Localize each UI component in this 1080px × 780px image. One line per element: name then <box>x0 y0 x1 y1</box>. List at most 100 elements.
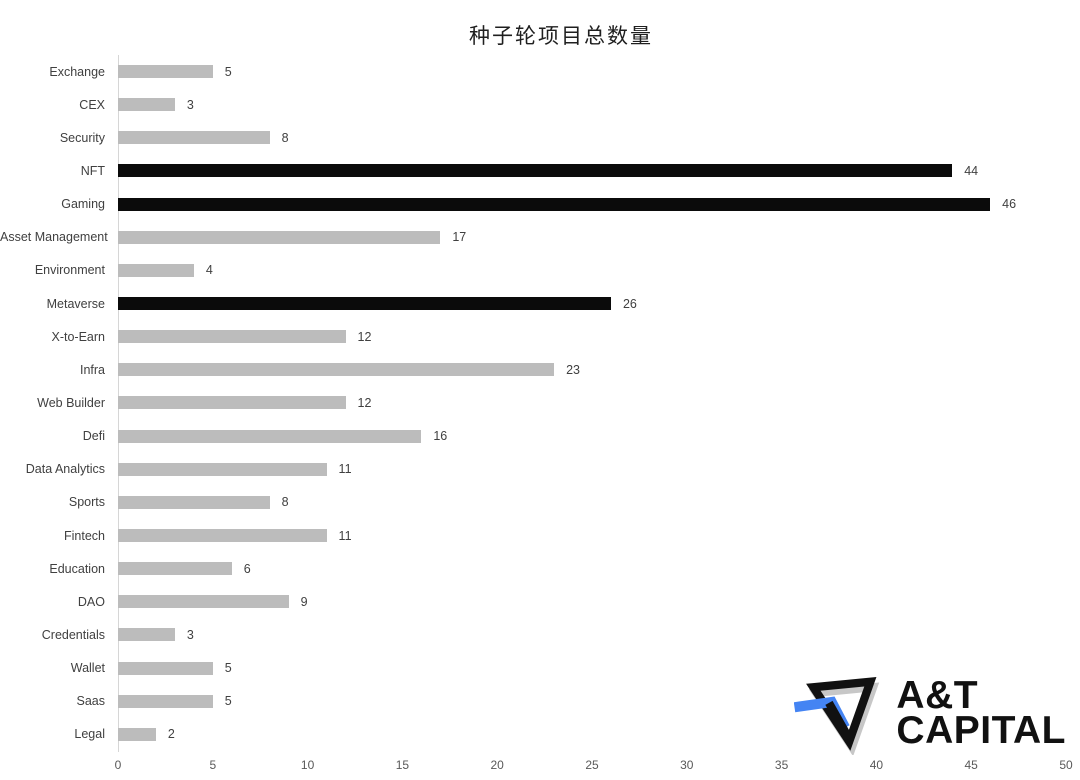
category-label: Sports <box>68 495 105 510</box>
bar-track: 17 <box>118 230 1066 245</box>
category-label: Legal <box>74 727 105 742</box>
category-label: Metaverse <box>46 296 105 311</box>
bar <box>118 628 175 642</box>
bar <box>118 98 175 112</box>
bar <box>118 230 441 244</box>
bar-track: 26 <box>118 296 1066 311</box>
bar-value-label: 3 <box>186 97 194 112</box>
bar-track: 11 <box>118 528 1066 543</box>
chart-row: Saas 5 <box>0 685 1080 718</box>
logo-triangle-icon <box>794 676 880 755</box>
bar-value-label: 12 <box>357 329 372 344</box>
bar-value-label: 9 <box>300 594 308 609</box>
x-tick-label: 25 <box>585 757 599 772</box>
bar-value-label: 12 <box>357 395 372 410</box>
bar <box>118 131 270 145</box>
category-label: Security <box>59 130 105 145</box>
category-label: Data Analytics <box>25 462 105 477</box>
bar <box>118 562 232 576</box>
x-axis: 0 5 10 15 20 25 30 35 40 45 50 <box>114 757 1073 778</box>
chart-row: Web Builder 12 <box>0 386 1080 419</box>
bar-track: 5 <box>118 661 1066 676</box>
bar-track: 46 <box>118 197 1066 212</box>
bar-track: 4 <box>118 263 1066 278</box>
bar-value-label: 46 <box>1002 197 1017 212</box>
bar <box>118 164 953 178</box>
bar <box>118 429 422 443</box>
logo-line2: CAPITAL <box>896 709 1066 752</box>
bar-value-label: 8 <box>281 130 289 145</box>
bar-track: 6 <box>118 562 1066 576</box>
bar-value-label: 17 <box>452 230 467 245</box>
chart-row: Infra 23 <box>0 353 1080 386</box>
chart-row: Credentials 3 <box>0 618 1080 651</box>
category-label: CEX <box>79 97 105 112</box>
bar <box>118 363 555 377</box>
bar-value-label: 5 <box>224 661 232 676</box>
bar <box>118 727 156 741</box>
bar-value-label: 44 <box>964 163 979 178</box>
bar-value-label: 4 <box>205 263 213 278</box>
bar <box>118 263 194 277</box>
chart-row: Environment 4 <box>0 254 1080 287</box>
bar <box>118 297 611 311</box>
chart-row: Gaming 46 <box>0 188 1080 221</box>
x-tick-label: 0 <box>114 757 122 772</box>
category-label: NFT <box>80 163 105 178</box>
chart-row: Asset Management 17 <box>0 221 1080 254</box>
chart-row: Metaverse 26 <box>0 287 1080 320</box>
bar <box>118 661 213 675</box>
logo-text: A&T CAPITAL <box>896 676 1066 752</box>
bar <box>118 330 346 344</box>
x-tick-label: 20 <box>490 757 504 772</box>
bars-area: Exchange 5 CEX 3 Security 8 NFT 44 Gamin… <box>0 55 1080 751</box>
bar-value-label: 11 <box>338 528 352 543</box>
chart-row: Sports 8 <box>0 486 1080 519</box>
bar <box>118 197 991 211</box>
category-label: Education <box>49 561 105 576</box>
bar-value-label: 11 <box>338 462 352 477</box>
bar-track: 5 <box>118 64 1066 79</box>
bar <box>118 694 213 708</box>
bar-track: 5 <box>118 694 1066 709</box>
bar-value-label: 3 <box>186 627 194 642</box>
bar-track: 8 <box>118 130 1066 145</box>
bar-track: 23 <box>118 362 1066 377</box>
chart-row: Defi 16 <box>0 420 1080 453</box>
chart-row: X-to-Earn 12 <box>0 320 1080 353</box>
bar-track: 3 <box>118 627 1066 642</box>
bar-value-label: 26 <box>622 296 637 311</box>
bar-value-label: 5 <box>224 64 232 79</box>
chart-row: Education 6 <box>0 552 1080 585</box>
bar <box>118 595 289 609</box>
bar <box>118 65 213 79</box>
category-label: Gaming <box>61 197 105 212</box>
chart-row: Security 8 <box>0 121 1080 154</box>
category-label: Web Builder <box>37 395 105 410</box>
bar-track: 2 <box>118 727 1066 741</box>
chart-row: Exchange 5 <box>0 55 1080 88</box>
x-tick-label: 45 <box>964 757 978 772</box>
category-label: Exchange <box>49 64 105 79</box>
bar-track: 8 <box>118 495 1066 509</box>
bar-value-label: 5 <box>224 694 232 709</box>
category-label: Wallet <box>70 661 105 676</box>
category-label: Fintech <box>64 528 105 543</box>
bar-value-label: 23 <box>566 362 580 377</box>
bar <box>118 462 327 476</box>
bar-value-label: 16 <box>433 429 448 444</box>
chart-row: CEX 3 <box>0 88 1080 121</box>
chart-row: Data Analytics 11 <box>0 453 1080 486</box>
x-tick-label: 30 <box>680 757 694 772</box>
category-label: Credentials <box>41 627 105 642</box>
x-tick-label: 15 <box>395 757 410 772</box>
x-tick-label: 10 <box>300 757 315 772</box>
bar-track: 12 <box>118 395 1066 410</box>
bar-track: 44 <box>118 163 1066 178</box>
bar-track: 16 <box>118 429 1066 444</box>
bar <box>118 396 346 410</box>
x-tick-label: 50 <box>1059 757 1073 772</box>
category-label: DAO <box>77 594 105 609</box>
category-label: X-to-Earn <box>51 329 106 344</box>
